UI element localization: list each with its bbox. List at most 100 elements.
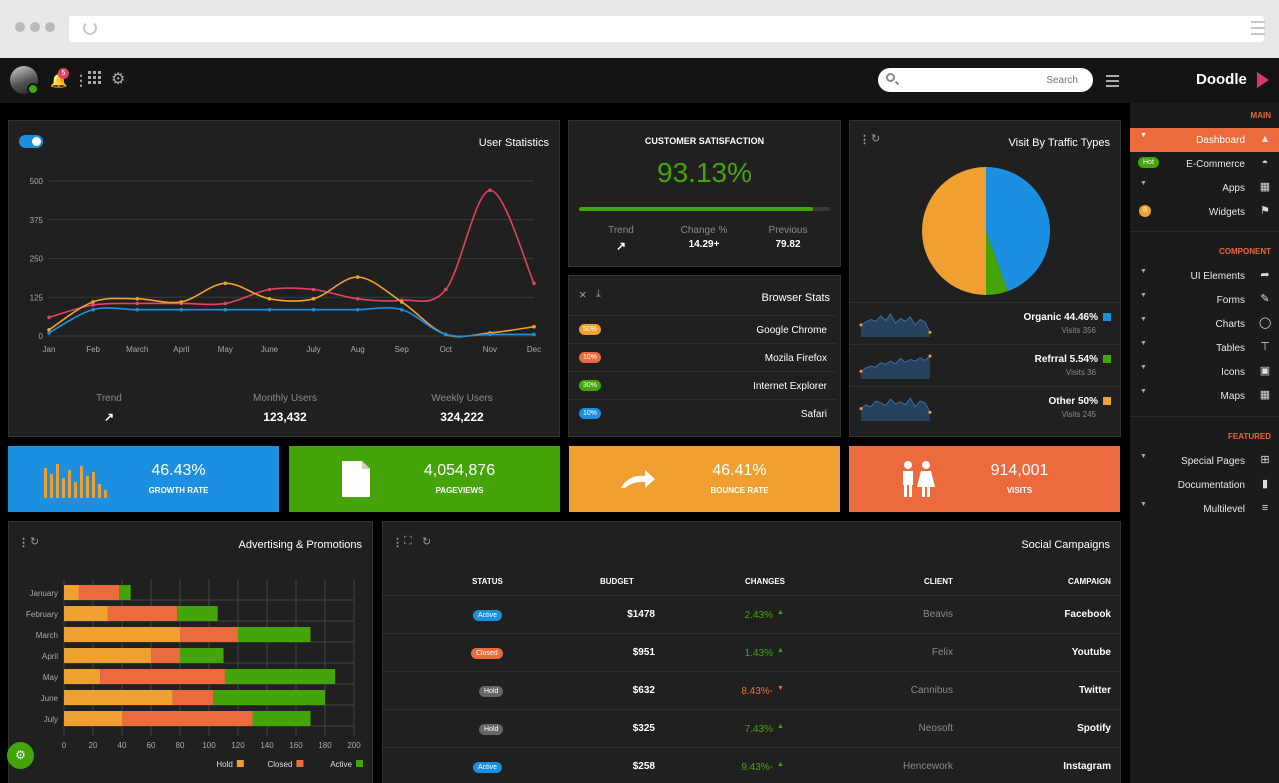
sidebar-item-label: Documentation (1177, 480, 1245, 491)
column-header[interactable]: CLIENT (924, 577, 953, 586)
sidebar-item-label: Forms (1216, 295, 1245, 306)
stat-label: Trend (96, 393, 122, 404)
legend-swatch (356, 760, 363, 767)
pageviews-tile[interactable]: 4,054,876 PAGEVIEWS (289, 446, 560, 512)
x-tick-label: Jan (43, 345, 56, 354)
sidebar-item-tables[interactable]: ▼ Tables ⊤ (1130, 336, 1279, 360)
series-line-1 (48, 276, 535, 338)
table-row[interactable]: Active $258 9.43%- ▲ Hencework Instagram (383, 747, 1121, 783)
tile-label: VISITS (1006, 486, 1033, 495)
table-row[interactable]: Hold $325 7.43% ▲ Neosoft Spotify (383, 709, 1121, 747)
column-header[interactable]: CAMPAIGN (1068, 577, 1111, 586)
tile-value: 46.41% (712, 462, 767, 479)
data-point (355, 275, 360, 279)
y-tick-label: June (41, 694, 59, 703)
more-vertical-icon[interactable]: ⋮ (392, 537, 403, 549)
column-header[interactable]: STATUS (472, 577, 503, 586)
budget-cell: $1478 (627, 609, 655, 620)
sparkline-line (860, 313, 931, 333)
bounce-rate-tile[interactable]: 46.41% BOUNCE RATE (569, 446, 840, 512)
sidebar-item-ui-elements[interactable]: ▼ UI Elements ➦ (1130, 264, 1279, 288)
more-vertical-icon[interactable]: ⋮ (859, 134, 870, 146)
data-point (488, 332, 492, 337)
column-header[interactable]: BUDGET (600, 577, 634, 586)
sidebar-item-special-pages[interactable]: ▼ Special Pages ⊞ (1130, 449, 1279, 473)
table-row[interactable]: Active $1478 2.43% ▲ Beavis Facebook (383, 595, 1121, 633)
bar-active (119, 585, 131, 600)
map-icon: ▦ (1259, 389, 1271, 401)
avatar[interactable] (10, 66, 39, 95)
browser-name: Google Chrome (756, 325, 827, 336)
list-item: 30% Internet Explorer (569, 371, 837, 399)
legend-swatch (1103, 313, 1111, 321)
sidebar-item-documentation[interactable]: Documentation ▮ (1130, 473, 1279, 497)
growth-rate-tile[interactable]: 46.43% GROWTH RATE (8, 446, 279, 512)
browser-menu-icon[interactable] (1251, 21, 1265, 39)
legend-label: Active (330, 760, 352, 769)
sidebar-item-dashboard[interactable]: ▼ Dashboard ▲ (1130, 128, 1279, 152)
sidebar-item-label: Special Pages (1181, 456, 1245, 467)
sidebar-item-label: E-Commerce (1186, 159, 1245, 170)
apps-grid-icon[interactable] (88, 71, 101, 87)
toggle-switch[interactable] (19, 135, 43, 148)
reload-icon[interactable] (83, 21, 97, 35)
sparkline-area (861, 398, 930, 421)
list-item: 10% Safari (569, 399, 837, 427)
close-icon[interactable]: × (579, 287, 587, 302)
refresh-icon[interactable]: ↻ (30, 536, 40, 548)
column-header[interactable]: CHANGES (745, 577, 786, 586)
fullscreen-icon[interactable]: ⛶ (404, 535, 412, 547)
x-tick-label: Dec (527, 345, 541, 354)
stat-weekly-users: Weekly Users 324,222 (402, 393, 522, 424)
traffic-visits: Visits 356 (1061, 326, 1096, 335)
sidebar-item-label: Dashboard (1196, 135, 1245, 146)
client-cell: Cannibus (910, 685, 953, 696)
window-controls[interactable] (15, 22, 55, 32)
customer-satisfaction-card: CUSTOMER SATISFACTION 93.13% Trend ↗ Cha… (568, 120, 841, 267)
sparkline-start (859, 407, 863, 411)
sidebar-item-label: Multilevel (1203, 504, 1245, 515)
gear-icon[interactable]: ⚙ (111, 71, 126, 88)
sidebar-item-maps[interactable]: ▼ Maps ▦ (1130, 384, 1279, 408)
x-tick-label: Oct (440, 345, 453, 354)
brand-play-icon (1257, 72, 1269, 88)
series-line-2 (48, 307, 534, 338)
sidebar-item-icons[interactable]: ▼ Icons ▣ (1130, 360, 1279, 384)
sidebar-section-featured: FEATURED (1228, 432, 1271, 441)
stat-trend: Trend ↗ (561, 225, 681, 253)
traffic-name: Refrral 5.54% (1034, 354, 1098, 365)
caret-up-icon: ▲ (777, 647, 784, 654)
settings-fab[interactable]: ⚙ (7, 742, 34, 769)
sidebar-item-charts[interactable]: ▼ Charts ◯ (1130, 312, 1279, 336)
pencil-icon: ✎ (1260, 293, 1270, 305)
sidebar-item-ecommerce[interactable]: Hot E-Commerce ◓ (1130, 152, 1279, 176)
notification-badge: 5 (58, 68, 69, 79)
y-tick-label: February (26, 610, 58, 619)
search-input[interactable] (903, 71, 1078, 89)
card-title: Visit By Traffic Types (1008, 137, 1111, 149)
data-point (91, 307, 95, 312)
table-row[interactable]: Closed $951 1.43% ▲ Felix Youtube (383, 633, 1121, 671)
change-cell: 7.43% (744, 724, 773, 735)
change-cell: 8.43%- (741, 686, 773, 697)
sidebar-item-multilevel[interactable]: ▼ Multilevel ≡ (1130, 497, 1279, 521)
legend-swatch (296, 760, 304, 767)
sparkline-area (861, 356, 930, 379)
tile-label: PAGEVIEWS (435, 486, 484, 495)
refresh-icon[interactable]: ↻ (422, 536, 432, 548)
refresh-icon[interactable]: ↻ (871, 133, 881, 145)
sidebar-item-widgets[interactable]: 8 Widgets ⚑ (1130, 200, 1279, 224)
more-vertical-icon[interactable]: ⋮ (18, 537, 29, 549)
sidebar-item-apps[interactable]: ▼ Apps ▦ (1130, 176, 1279, 200)
hamburger-icon[interactable] (1106, 75, 1119, 90)
more-vertical-icon[interactable]: ⋮ (74, 72, 88, 88)
visits-tile[interactable]: 914,001 VISITS (849, 446, 1120, 512)
address-bar[interactable] (69, 16, 1264, 42)
status-badge: Active (473, 610, 503, 621)
download-icon[interactable]: ⤓ (596, 288, 601, 300)
flag-icon: ⚑ (1260, 205, 1270, 217)
table-row[interactable]: Hold $632 8.43%- ▼ Cannibus Twitter (383, 671, 1121, 709)
stat-label: Previous (768, 225, 808, 236)
search-box[interactable] (878, 68, 1093, 92)
sidebar-item-forms[interactable]: ▼ Forms ✎ (1130, 288, 1279, 312)
